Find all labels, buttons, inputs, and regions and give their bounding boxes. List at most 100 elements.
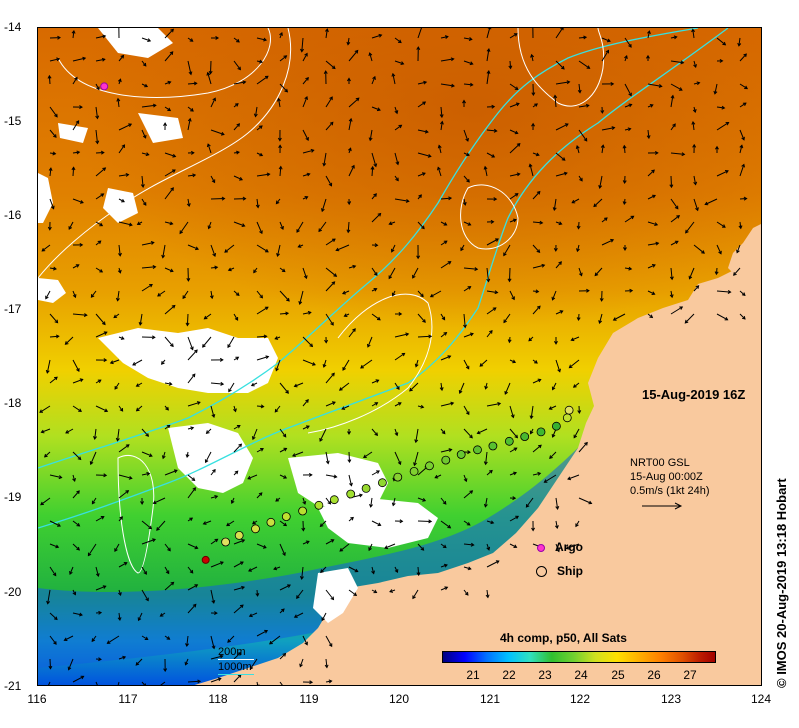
current-vector: [49, 658, 51, 669]
current-vector-head: [285, 311, 290, 316]
current-vector-head: [219, 654, 224, 659]
current-vector-head: [557, 368, 561, 373]
current-vector-head: [76, 150, 81, 155]
current-vector: [118, 444, 130, 453]
current-vector: [206, 428, 212, 434]
current-vector: [72, 543, 80, 551]
current-vector: [187, 474, 195, 481]
current-vector: [555, 261, 562, 269]
current-vector-head: [388, 275, 393, 280]
current-vector: [348, 50, 359, 62]
current-vector-head: [655, 241, 660, 246]
current-vector-head: [696, 81, 701, 86]
current-vector-head: [279, 31, 283, 36]
current-vector-head: [208, 70, 213, 75]
current-vector-head: [259, 230, 263, 235]
current-vector-head: [397, 461, 402, 466]
current-vector-head: [217, 677, 222, 682]
current-vector-head: [347, 459, 352, 464]
current-vector-head: [373, 288, 378, 292]
current-vector: [228, 382, 235, 392]
current-vector: [248, 566, 258, 572]
current-vector: [647, 31, 650, 39]
current-vector-head: [319, 437, 323, 442]
current-vector-head: [159, 613, 164, 617]
current-vector: [233, 604, 244, 614]
current-vector-head: [743, 196, 748, 201]
current-vector: [210, 97, 216, 108]
current-vector-head: [167, 547, 171, 552]
current-vector: [532, 244, 540, 253]
current-vector: [72, 198, 84, 204]
current-vector-head: [274, 408, 279, 413]
current-vector: [566, 543, 580, 549]
current-vector: [114, 543, 120, 552]
current-vector-head: [312, 362, 316, 366]
current-vector-head: [727, 289, 732, 294]
current-vector: [437, 167, 442, 177]
current-vector: [544, 474, 557, 483]
current-vector: [162, 451, 166, 459]
current-vector: [371, 213, 381, 223]
ship-track-point: [251, 524, 260, 534]
current-vector: [693, 60, 697, 68]
current-vector: [601, 127, 615, 131]
current-vector: [279, 83, 288, 93]
current-vector-head: [669, 276, 674, 281]
current-vector: [294, 612, 304, 618]
current-vector-head: [465, 137, 469, 142]
current-vector-head: [493, 197, 498, 202]
current-vector-head: [152, 500, 157, 505]
current-vector-head: [474, 267, 479, 272]
current-vector-head: [469, 490, 474, 494]
current-vector-head: [479, 363, 484, 367]
current-vector: [463, 175, 470, 183]
lon-label: 118: [208, 692, 228, 706]
current-vector-head: [206, 143, 211, 148]
current-vector: [485, 382, 488, 389]
current-vector-head: [354, 568, 359, 573]
current-vector: [256, 492, 263, 499]
current-vector-head: [119, 407, 124, 412]
current-vector-head: [304, 95, 308, 100]
current-vector: [278, 98, 281, 108]
current-vector-head: [211, 179, 216, 184]
current-vector: [325, 635, 333, 647]
current-vector: [227, 635, 235, 643]
current-vector: [532, 444, 542, 453]
current-vector-head: [399, 519, 404, 524]
current-vector-head: [171, 304, 176, 309]
current-vector-head: [354, 49, 359, 54]
current-vector: [670, 60, 684, 64]
current-vector-head: [534, 360, 538, 364]
current-vector-head: [284, 88, 289, 93]
current-vector: [463, 474, 467, 482]
current-vector: [95, 35, 106, 39]
current-vector-head: [264, 629, 269, 634]
current-vector: [118, 490, 129, 499]
current-vector-head: [368, 547, 372, 552]
current-vector-head: [349, 482, 353, 487]
current-vector: [601, 217, 608, 223]
current-vector-head: [331, 401, 336, 405]
current-vector-head: [152, 103, 157, 108]
current-vector: [164, 169, 176, 177]
current-vector-head: [513, 471, 518, 476]
current-vector: [279, 290, 290, 302]
current-vector: [41, 244, 51, 252]
current-vector-head: [273, 566, 278, 571]
current-vector: [141, 104, 156, 108]
current-vector: [302, 129, 309, 141]
current-vector: [164, 425, 171, 430]
current-vector-head: [560, 28, 564, 31]
current-vector-head: [442, 500, 447, 505]
current-vector: [554, 95, 557, 108]
current-vector: [68, 221, 74, 230]
current-vector-head: [463, 324, 467, 329]
current-vector-head: [305, 399, 309, 403]
current-vector-head: [241, 223, 246, 227]
current-vector: [509, 219, 517, 223]
current-vector-head: [469, 82, 474, 87]
current-vector-head: [405, 199, 410, 203]
current-vector: [49, 335, 59, 338]
